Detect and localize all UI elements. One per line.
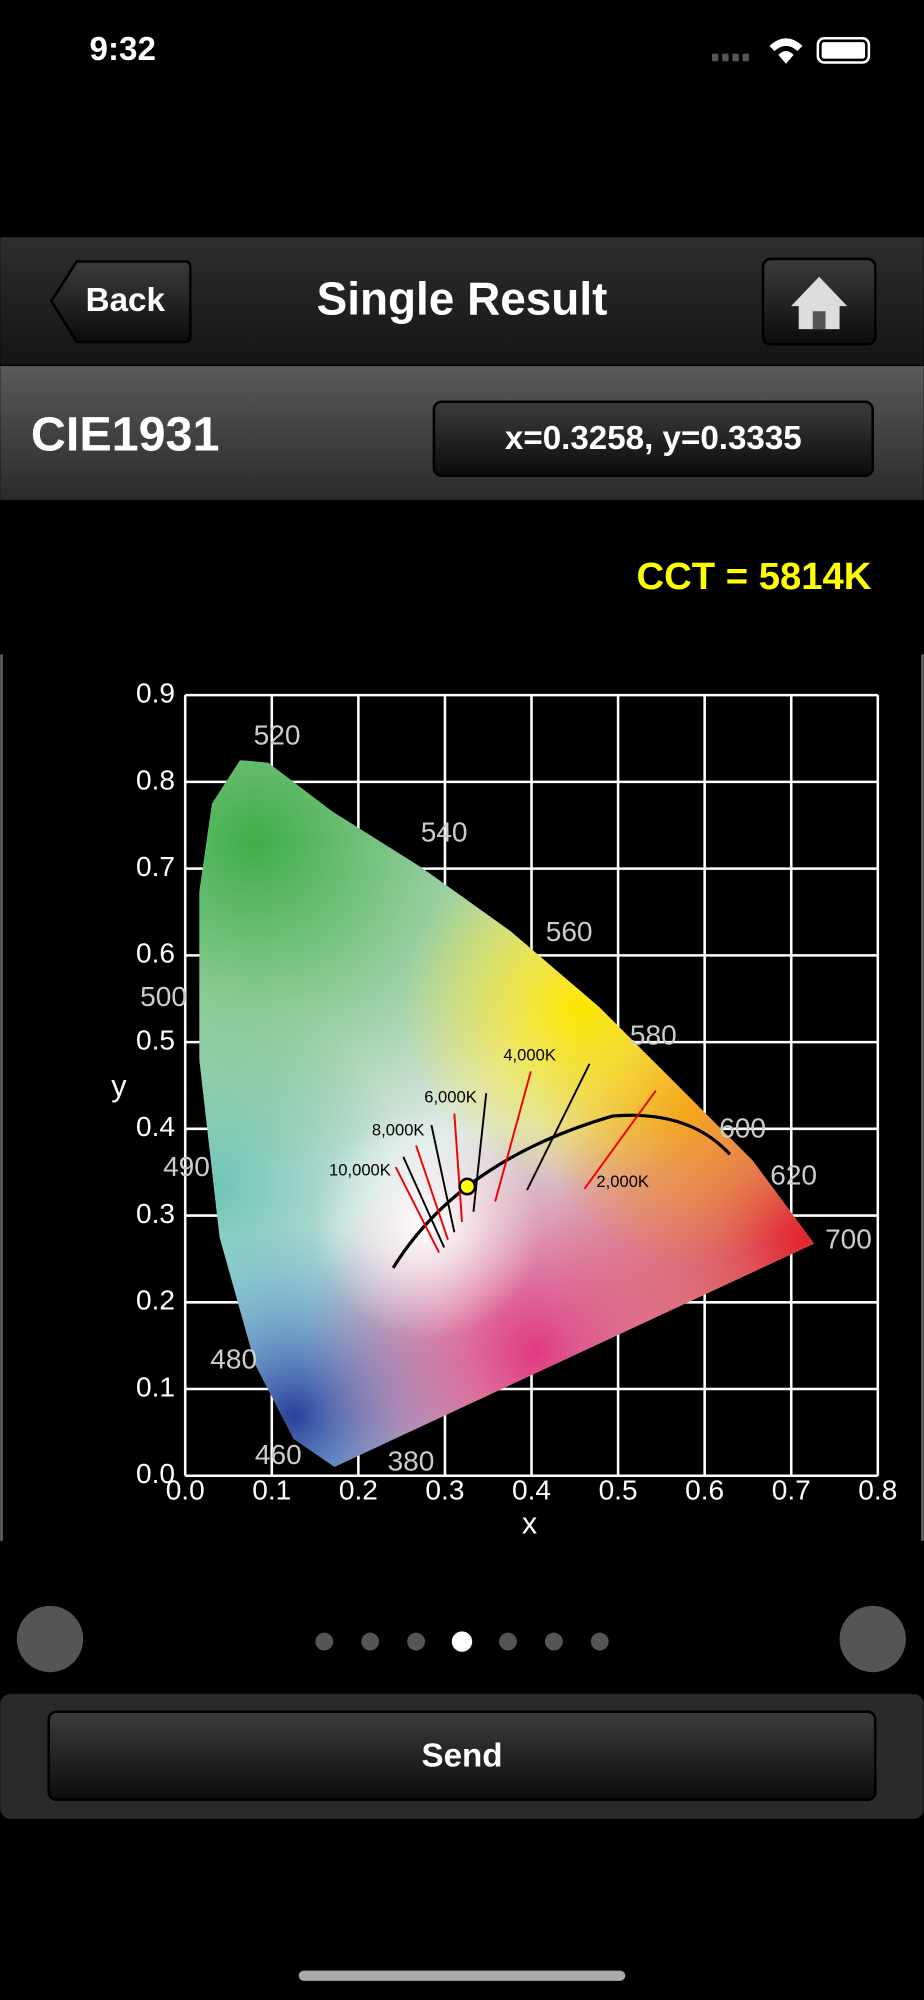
wavelength-label: 500 (140, 981, 187, 1012)
cct-label: 8,000K (372, 1121, 425, 1140)
x-tick-label: 0.8 (858, 1475, 897, 1506)
cct-label: 6,000K (424, 1088, 477, 1107)
home-indicator (298, 1970, 626, 1981)
spectral-locus (199, 760, 815, 1467)
back-label: Back (86, 282, 166, 319)
x-tick-label: 0.6 (685, 1475, 724, 1506)
home-icon (791, 276, 848, 330)
y-tick-label: 0.1 (136, 1371, 175, 1402)
home-icon-door (812, 311, 826, 330)
measured-point (458, 1177, 477, 1196)
wavelength-label: 490 (163, 1151, 210, 1182)
signal-icon (712, 53, 749, 62)
wavelength-label: 580 (630, 1019, 677, 1050)
isotherms (394, 1063, 657, 1253)
send-button[interactable] (47, 1710, 877, 1802)
planckian-locus (391, 1113, 732, 1269)
cct-label: 10,000K (329, 1160, 391, 1179)
y-tick-label: 0.5 (136, 1024, 175, 1055)
coordinates-text: x=0.3258, y=0.3335 (505, 420, 802, 457)
x-tick-label: 0.0 (166, 1475, 205, 1506)
x-tick-label: 0.7 (772, 1475, 811, 1506)
wavelength-label: 700 (825, 1223, 872, 1254)
wavelength-label: 460 (255, 1439, 302, 1470)
back-button[interactable] (49, 260, 192, 344)
x-axis-label: x (522, 1507, 537, 1541)
coordinates-box (432, 400, 874, 478)
cct-label: 4,000K (503, 1045, 556, 1064)
status-time: 9:32 (90, 31, 156, 68)
battery-icon (816, 36, 871, 64)
cct-text: CCT = 5814K (637, 555, 872, 598)
y-tick-label: 0.6 (136, 938, 175, 969)
wavelength-label: 540 (421, 817, 468, 848)
y-tick-label: 0.0 (136, 1458, 175, 1489)
wavelength-label: 560 (546, 916, 593, 947)
y-tick-label: 0.2 (136, 1285, 175, 1316)
x-tick-label: 0.2 (339, 1475, 378, 1506)
y-tick-label: 0.3 (136, 1198, 175, 1229)
battery-level (821, 42, 866, 59)
x-tick-label: 0.1 (252, 1475, 291, 1506)
y-tick-label: 0.4 (136, 1111, 175, 1142)
prev-button[interactable] (16, 1605, 84, 1673)
send-label: Send (421, 1737, 502, 1774)
x-tick-label: 0.3 (425, 1475, 464, 1506)
nav-title: Single Result (317, 272, 608, 324)
wifi-icon (769, 38, 803, 64)
next-button[interactable] (839, 1605, 906, 1673)
page-dots (315, 1631, 609, 1652)
header-title: CIE1931 (31, 407, 220, 461)
y-tick-label: 0.9 (136, 678, 175, 709)
y-tick-label: 0.7 (136, 851, 175, 882)
y-axis-label: y (111, 1069, 127, 1103)
x-tick-label: 0.5 (599, 1475, 638, 1506)
wavelength-label: 600 (719, 1113, 766, 1144)
wavelength-label: 480 (210, 1343, 257, 1374)
wavelength-label: 620 (770, 1160, 817, 1191)
cct-label: 2,000K (596, 1172, 649, 1191)
wavelength-label: 380 (388, 1445, 435, 1476)
chart-labels: 0.0 0.1 0.2 0.3 0.4 0.5 0.6 0.7 0.8 0.0 0.1 0.2 0.3 0… (111, 678, 897, 1541)
wavelength-label: 520 (254, 720, 301, 751)
x-tick-label: 0.4 (512, 1475, 551, 1506)
y-tick-label: 0.8 (136, 764, 175, 795)
